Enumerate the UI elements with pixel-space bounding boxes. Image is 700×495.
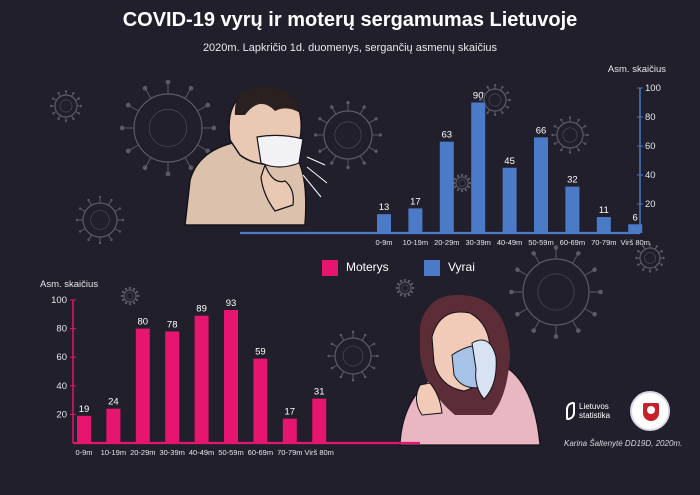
- y-tick-label: 40: [56, 381, 67, 392]
- y-tick-label: 60: [56, 352, 67, 363]
- x-tick-label: 30-39m: [465, 238, 490, 247]
- virus-icons: [49, 79, 665, 382]
- legend-swatch-women: [322, 260, 338, 276]
- seal-shield-icon: [643, 403, 659, 421]
- bar: [282, 418, 297, 443]
- bar-value-label: 6: [633, 212, 638, 223]
- virus-icon: [478, 83, 512, 117]
- bar-value-label: 19: [79, 404, 90, 415]
- bar-value-label: 66: [536, 125, 547, 136]
- bar: [106, 408, 121, 443]
- bar-value-label: 13: [379, 202, 390, 213]
- y-tick-label: 80: [645, 112, 656, 123]
- logo-mark-icon: [566, 402, 575, 420]
- bar: [194, 315, 209, 443]
- bar-value-label: 78: [167, 319, 178, 330]
- woman-with-mask-illustration: [399, 294, 541, 446]
- legend-label-men: Vyrai: [448, 260, 475, 275]
- x-tick-label: 10-19m: [101, 448, 126, 457]
- bar: [377, 214, 391, 233]
- x-tick-label: Virš 80m: [304, 448, 333, 457]
- virus-icon: [551, 116, 589, 154]
- bar-value-label: 17: [410, 196, 421, 207]
- virus-icon: [452, 173, 472, 193]
- virus-icon: [75, 195, 125, 245]
- bar: [534, 137, 548, 233]
- logo-text: Lietuvos statistika: [579, 402, 611, 420]
- x-tick-label: 70-79m: [591, 238, 616, 247]
- bar: [253, 358, 268, 443]
- x-tick-label: 10-19m: [403, 238, 428, 247]
- y-tick-label: 80: [56, 324, 67, 335]
- x-tick-label: 60-69m: [248, 448, 273, 457]
- x-tick-label: 20-29m: [434, 238, 459, 247]
- bar-value-label: 24: [108, 397, 119, 408]
- university-seal: [630, 391, 670, 431]
- y-tick-label: 100: [51, 295, 67, 306]
- bar: [224, 310, 238, 443]
- y-tick-label: 20: [645, 199, 656, 210]
- legend-item-men: Vyrai: [424, 260, 475, 276]
- legend-item-women: Moterys: [322, 260, 389, 276]
- virus-icon: [120, 286, 140, 306]
- y-tick-label: 100: [645, 83, 661, 94]
- legend-label-women: Moterys: [346, 260, 389, 275]
- bar: [439, 141, 454, 233]
- chart-subtitle: 2020m. Lapkričio 1d. duomenys, sergančių…: [202, 42, 498, 54]
- bar: [77, 415, 91, 443]
- lietuvos-statistika-logo: Lietuvos statistika: [566, 398, 626, 426]
- x-tick-label: Virš 80m: [620, 238, 649, 247]
- y-tick-label: 40: [645, 170, 656, 181]
- bar-value-label: 31: [314, 387, 325, 398]
- y-axis-title: Asm. skaičius: [40, 279, 98, 290]
- x-tick-label: 0-9m: [375, 238, 392, 247]
- x-tick-label: 60-69m: [560, 238, 585, 247]
- bar-value-label: 11: [599, 205, 609, 216]
- bar-value-label: 59: [255, 347, 266, 358]
- x-tick-label: 20-29m: [130, 448, 155, 457]
- bar: [135, 328, 150, 443]
- bar-value-label: 45: [504, 156, 515, 167]
- x-tick-label: 0-9m: [75, 448, 92, 457]
- x-tick-label: 50-59m: [528, 238, 553, 247]
- x-tick-label: 40-49m: [189, 448, 214, 457]
- bar: [628, 224, 643, 233]
- man-with-mask-illustration: [184, 86, 328, 226]
- bar: [165, 331, 180, 443]
- bar-value-label: 63: [442, 130, 453, 141]
- bar-value-label: 32: [567, 175, 578, 186]
- x-tick-label: 40-49m: [497, 238, 522, 247]
- virus-icon: [635, 243, 665, 273]
- bar-value-label: 80: [138, 317, 149, 328]
- virus-icon: [327, 330, 379, 382]
- bar-value-label: 17: [285, 407, 296, 418]
- y-tick-label: 60: [645, 141, 656, 152]
- bar: [471, 102, 486, 233]
- x-tick-label: 50-59m: [218, 448, 243, 457]
- women-bar-chart: 20 40 60 80 100 Asm. skaičius 19 0-9m 24 10-19m 80…: [40, 279, 420, 457]
- x-tick-label: 30-39m: [159, 448, 184, 457]
- bar-value-label: 89: [196, 304, 207, 315]
- virus-icon: [119, 79, 217, 177]
- bar: [502, 167, 517, 233]
- bar: [312, 398, 327, 443]
- y-axis-title: Asm. skaičius: [608, 64, 666, 75]
- author-credit: Karina Šaltenytė DD19D, 2020m.: [564, 439, 683, 448]
- x-tick-label: 70-79m: [277, 448, 302, 457]
- bar: [565, 186, 580, 233]
- virus-icon: [49, 89, 83, 123]
- chart-title: COVID-19 vyrų ir moterų sergamumas Lietu…: [122, 9, 578, 31]
- virus-icon: [395, 278, 415, 298]
- bar: [408, 208, 423, 233]
- virus-icon: [509, 245, 603, 339]
- bar-value-label: 90: [473, 91, 484, 102]
- bar: [596, 217, 611, 233]
- bar-value-label: 93: [226, 298, 237, 309]
- legend-swatch-men: [424, 260, 440, 276]
- virus-icon: [313, 100, 383, 170]
- y-tick-label: 20: [56, 409, 67, 420]
